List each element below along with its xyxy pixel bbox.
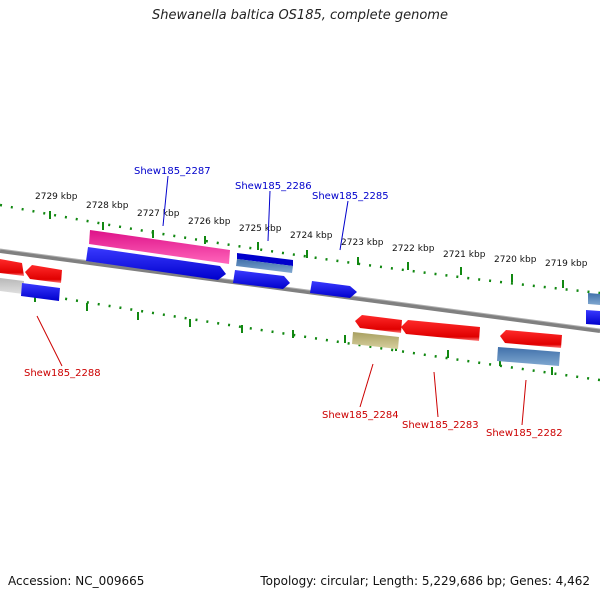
tick-label: 2723 kbp — [341, 238, 384, 248]
gene-shew185-2287[interactable] — [89, 230, 230, 264]
gene-label[interactable]: Shew185_2287 — [134, 166, 211, 177]
gene-left-red[interactable] — [0, 259, 62, 283]
gene-label[interactable]: Shew185_2288 — [24, 368, 101, 379]
gene-label[interactable]: Shew185_2284 — [322, 410, 399, 421]
gene-label[interactable]: Shew185_2282 — [486, 428, 563, 439]
tick-label: 2722 kbp — [392, 244, 435, 254]
gene-shew185-2288[interactable] — [21, 283, 60, 301]
gene-forward[interactable] — [86, 247, 226, 280]
gene-left-grey[interactable] — [0, 278, 24, 294]
gene-shew185-2284[interactable] — [352, 332, 399, 349]
gene-right-edge[interactable] — [586, 293, 600, 325]
label-connector — [36, 315, 63, 367]
tick-label: 2720 kbp — [494, 255, 537, 265]
label-connector — [359, 363, 374, 408]
tick-label: 2719 kbp — [545, 259, 588, 269]
label-connector — [521, 379, 527, 426]
gene-shew185-2283[interactable] — [401, 320, 480, 341]
genome-backbone — [0, 249, 600, 333]
tick-label: 2728 kbp — [86, 201, 129, 211]
tick-label: 2721 kbp — [443, 250, 486, 260]
accession-text: Accession: NC_009665 — [8, 574, 145, 588]
gene-shew185-2285[interactable] — [310, 281, 357, 298]
gene-reverse[interactable] — [355, 315, 402, 333]
label-connector — [339, 200, 349, 251]
tick-label: 2725 kbp — [239, 224, 282, 234]
gene-label[interactable]: Shew185_2286 — [235, 181, 312, 192]
genome-summary-text: Topology: circular; Length: 5,229,686 bp… — [260, 574, 590, 588]
gene-shew185-2282[interactable] — [497, 347, 560, 366]
gene-shew185-2286[interactable] — [236, 253, 293, 273]
tick-label: 2724 kbp — [290, 231, 333, 241]
label-connector — [433, 371, 439, 418]
upper-ruler-ticks — [49, 211, 564, 288]
gene-forward[interactable] — [233, 270, 290, 289]
label-connector — [267, 190, 271, 242]
gene-label[interactable]: Shew185_2283 — [402, 420, 479, 431]
label-connector — [162, 175, 169, 227]
tick-label: 2726 kbp — [188, 217, 231, 227]
genome-title: Shewanella baltica OS185, complete genom… — [152, 8, 448, 23]
gene-shew185-2282-red[interactable] — [500, 330, 562, 348]
gene-label[interactable]: Shew185_2285 — [312, 191, 389, 202]
tick-label: 2729 kbp — [35, 192, 78, 202]
tick-label: 2727 kbp — [137, 209, 180, 219]
